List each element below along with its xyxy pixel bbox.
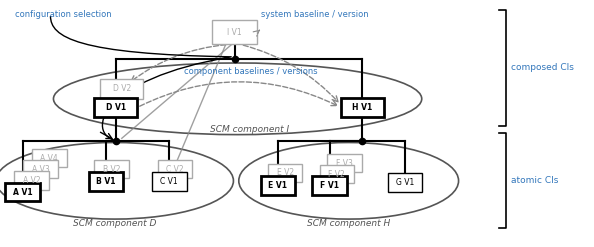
Text: E V1: E V1	[268, 181, 287, 190]
Text: E V2: E V2	[277, 168, 293, 177]
Text: system baseline / version: system baseline / version	[261, 10, 369, 19]
Text: H V1: H V1	[352, 103, 372, 112]
FancyBboxPatch shape	[320, 165, 354, 183]
FancyBboxPatch shape	[94, 160, 129, 178]
Text: SCM component D: SCM component D	[73, 219, 156, 227]
Text: atomic CIs: atomic CIs	[511, 176, 558, 185]
Text: B V2: B V2	[103, 165, 121, 174]
FancyBboxPatch shape	[327, 154, 362, 172]
FancyBboxPatch shape	[213, 21, 257, 44]
Text: F V1: F V1	[320, 181, 339, 190]
FancyBboxPatch shape	[23, 160, 58, 178]
FancyBboxPatch shape	[158, 160, 192, 178]
FancyBboxPatch shape	[89, 172, 123, 191]
Text: I V1: I V1	[228, 28, 242, 37]
Text: A V2: A V2	[23, 176, 40, 185]
FancyBboxPatch shape	[341, 98, 384, 117]
Text: component baselines / versions: component baselines / versions	[184, 67, 318, 76]
Text: C V1: C V1	[160, 177, 178, 186]
FancyBboxPatch shape	[100, 79, 143, 99]
Text: composed CIs: composed CIs	[511, 63, 574, 72]
FancyBboxPatch shape	[312, 176, 347, 195]
FancyBboxPatch shape	[94, 98, 137, 117]
Text: F V3: F V3	[336, 159, 353, 167]
FancyBboxPatch shape	[32, 149, 67, 167]
Text: configuration selection: configuration selection	[15, 10, 112, 19]
Text: C V2: C V2	[166, 165, 184, 174]
Text: SCM component H: SCM component H	[307, 219, 390, 227]
FancyBboxPatch shape	[5, 183, 40, 202]
Text: D V1: D V1	[106, 103, 126, 112]
Text: A V1: A V1	[12, 188, 33, 197]
FancyBboxPatch shape	[14, 171, 49, 190]
Text: F V2: F V2	[328, 170, 345, 179]
FancyBboxPatch shape	[261, 176, 295, 195]
Text: G V1: G V1	[396, 178, 414, 187]
FancyBboxPatch shape	[152, 172, 187, 191]
Text: B V1: B V1	[96, 177, 115, 186]
FancyBboxPatch shape	[388, 173, 422, 192]
Text: A V4: A V4	[40, 154, 58, 163]
Text: A V3: A V3	[31, 165, 49, 174]
Text: SCM component I: SCM component I	[210, 125, 289, 134]
FancyBboxPatch shape	[268, 164, 302, 182]
Text: D V2: D V2	[113, 84, 131, 93]
